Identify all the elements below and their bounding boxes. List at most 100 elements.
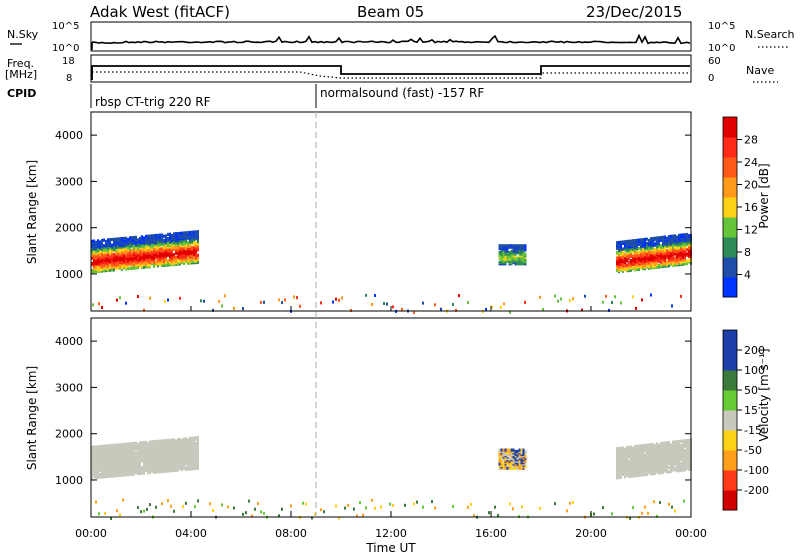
velocity-echo-cell (165, 439, 167, 443)
velocity-echo-cell (183, 465, 185, 469)
velocity-clutter-cell (149, 503, 151, 507)
power-echo-cell (189, 254, 191, 258)
velocity-echo-cell (111, 443, 113, 448)
velocity-echo-cell (133, 448, 135, 453)
velocity-echo-cell (109, 474, 111, 478)
power-clutter-cell (149, 296, 151, 300)
power-echo-cell (185, 234, 187, 238)
velocity-echo-cell (680, 443, 682, 447)
velocity-echo-cell (628, 454, 630, 458)
power-echo-cell (155, 260, 157, 264)
velocity-echo-cell (181, 439, 183, 443)
power-clutter-cell (386, 302, 388, 306)
power-echo-cell (131, 238, 133, 243)
power-echo-cell (498, 244, 501, 248)
velocity-echo-cell (147, 450, 149, 454)
power-echo-cell (113, 237, 115, 241)
power-echo-cell (668, 235, 670, 239)
power-echo-cell (121, 260, 123, 264)
power-echo-cell (672, 234, 674, 238)
nave-tick-high: 60 (708, 56, 721, 67)
velocity-echo-cell (195, 465, 197, 469)
velocity-echo-cell (175, 461, 177, 465)
power-echo-cell (107, 253, 109, 257)
velocity-colorbar-tick: -15 (744, 424, 762, 437)
velocity-echo-cell (652, 442, 654, 447)
velocity-echo-cell (636, 444, 638, 448)
velocity-echo-cell (686, 454, 688, 458)
power-echo-cell (688, 234, 690, 238)
x-tick-label: 00:00 (675, 527, 707, 540)
velocity-echo-cell (506, 448, 509, 452)
velocity-color-step (723, 410, 737, 431)
velocity-echo-cell (660, 447, 662, 451)
velocity-echo-cell (183, 451, 185, 455)
power-echo-cell (107, 257, 109, 261)
velocity-clutter-cell (593, 512, 595, 516)
power-echo-cell (171, 246, 173, 250)
velocity-clutter-cell (374, 506, 376, 510)
power-echo-cell (504, 244, 507, 248)
power-clutter-cell (278, 298, 280, 302)
power-echo-cell (109, 268, 111, 272)
velocity-echo-cell (668, 453, 670, 457)
velocity-echo-cell (93, 470, 95, 474)
velocity-clutter-cell (494, 505, 496, 509)
velocity-color-step (723, 390, 737, 411)
velocity-echo-cell (185, 437, 187, 441)
velocity-echo-cell (628, 445, 630, 449)
power-echo-cell (664, 246, 666, 250)
power-echo-cell (516, 256, 519, 260)
power-echo-cell (193, 237, 195, 241)
power-echo-cell (117, 261, 119, 265)
power-clutter-cell (392, 305, 394, 309)
power-echo-cell (616, 241, 618, 245)
power-echo-cell (686, 235, 688, 239)
power-echo-cell (670, 237, 672, 241)
power-echo-cell (508, 251, 511, 255)
velocity-echo-cell (516, 456, 519, 460)
power-clutter-cell (296, 296, 298, 300)
power-colorbar-label: Power [dB] (757, 163, 771, 228)
velocity-color-step (723, 350, 737, 371)
y-tick-label: 1000 (55, 474, 83, 487)
power-echo-cell (630, 239, 632, 243)
power-echo-cell (115, 241, 117, 245)
power-echo-cell (656, 261, 658, 265)
power-echo-cell (518, 258, 521, 262)
velocity-y-axis: 1000 2000 3000 4000 (55, 335, 691, 487)
power-clutter-cell (635, 306, 637, 310)
velocity-echo-cell (119, 471, 121, 475)
power-echo-cell (512, 259, 515, 263)
power-echo-cell (139, 261, 141, 265)
velocity-clutter-cell (116, 509, 118, 513)
velocity-echo-cell (662, 462, 664, 466)
power-echo-cell (149, 258, 151, 262)
power-color-step (723, 117, 737, 138)
velocity-echo-cell (157, 439, 159, 443)
power-echo-layer (91, 230, 692, 314)
power-clutter-cell (569, 299, 571, 303)
velocity-echo-cell (189, 456, 191, 460)
power-echo-cell (626, 263, 628, 267)
velocity-echo-cell (133, 446, 135, 450)
velocity-echo-cell (139, 441, 141, 445)
velocity-echo-cell (145, 464, 147, 468)
power-echo-cell (91, 268, 93, 273)
velocity-echo-cell (642, 451, 644, 455)
power-echo-cell (115, 244, 117, 248)
power-clutter-cell (371, 303, 373, 306)
velocity-clutter-cell (302, 501, 304, 505)
velocity-echo-cell (666, 469, 668, 473)
power-echo-cell (109, 238, 111, 242)
power-clutter-cell (143, 308, 145, 312)
velocity-echo-cell (137, 454, 139, 458)
velocity-echo-cell (137, 443, 139, 447)
power-echo-cell (155, 256, 157, 260)
frequency-trace (91, 65, 690, 80)
velocity-echo-cell (109, 444, 111, 448)
power-clutter-cell (164, 300, 166, 304)
power-echo-cell (616, 250, 618, 254)
velocity-echo-cell (129, 454, 131, 458)
velocity-echo-cell (622, 457, 624, 461)
